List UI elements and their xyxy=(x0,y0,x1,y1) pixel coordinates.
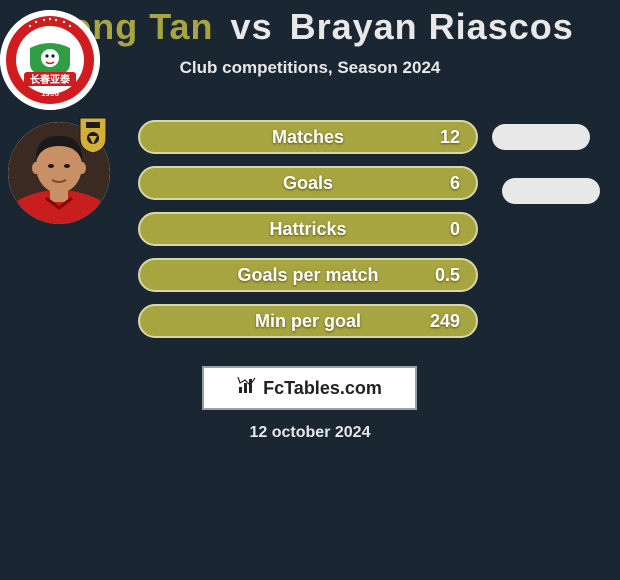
stat-value: 12 xyxy=(440,127,460,148)
stat-row-matches: Matches 12 xyxy=(138,120,478,154)
stat-row-goals-per-match: Goals per match 0.5 xyxy=(138,258,478,292)
stat-label: Goals per match xyxy=(140,265,476,286)
player2-pill-matches xyxy=(492,124,590,150)
stat-row-hattricks: Hattricks 0 xyxy=(138,212,478,246)
svg-text:1996: 1996 xyxy=(41,89,59,98)
stat-value: 0 xyxy=(450,219,460,240)
stat-row-min-per-goal: Min per goal 249 xyxy=(138,304,478,338)
vs-label: vs xyxy=(231,6,273,47)
player2-name: Brayan Riascos xyxy=(290,6,574,47)
brand-box: FcTables.com xyxy=(202,366,417,410)
stat-label: Matches xyxy=(140,127,476,148)
stat-label: Goals xyxy=(140,173,476,194)
chart-icon xyxy=(237,377,263,400)
brand-text: FcTables.com xyxy=(263,378,382,399)
stat-value: 6 xyxy=(450,173,460,194)
stat-value: 0.5 xyxy=(435,265,460,286)
svg-text:长春亚泰: 长春亚泰 xyxy=(30,73,71,86)
stat-value: 249 xyxy=(430,311,460,332)
stats-bars: Matches 12 Goals 6 Hattricks 0 Goals per… xyxy=(138,120,478,350)
player2-pill-goals xyxy=(502,178,600,204)
stat-label: Hattricks xyxy=(140,219,476,240)
date-label: 12 october 2024 xyxy=(0,424,620,442)
stat-row-goals: Goals 6 xyxy=(138,166,478,200)
player1-club-badge-icon xyxy=(78,116,108,154)
stat-label: Min per goal xyxy=(140,311,476,332)
